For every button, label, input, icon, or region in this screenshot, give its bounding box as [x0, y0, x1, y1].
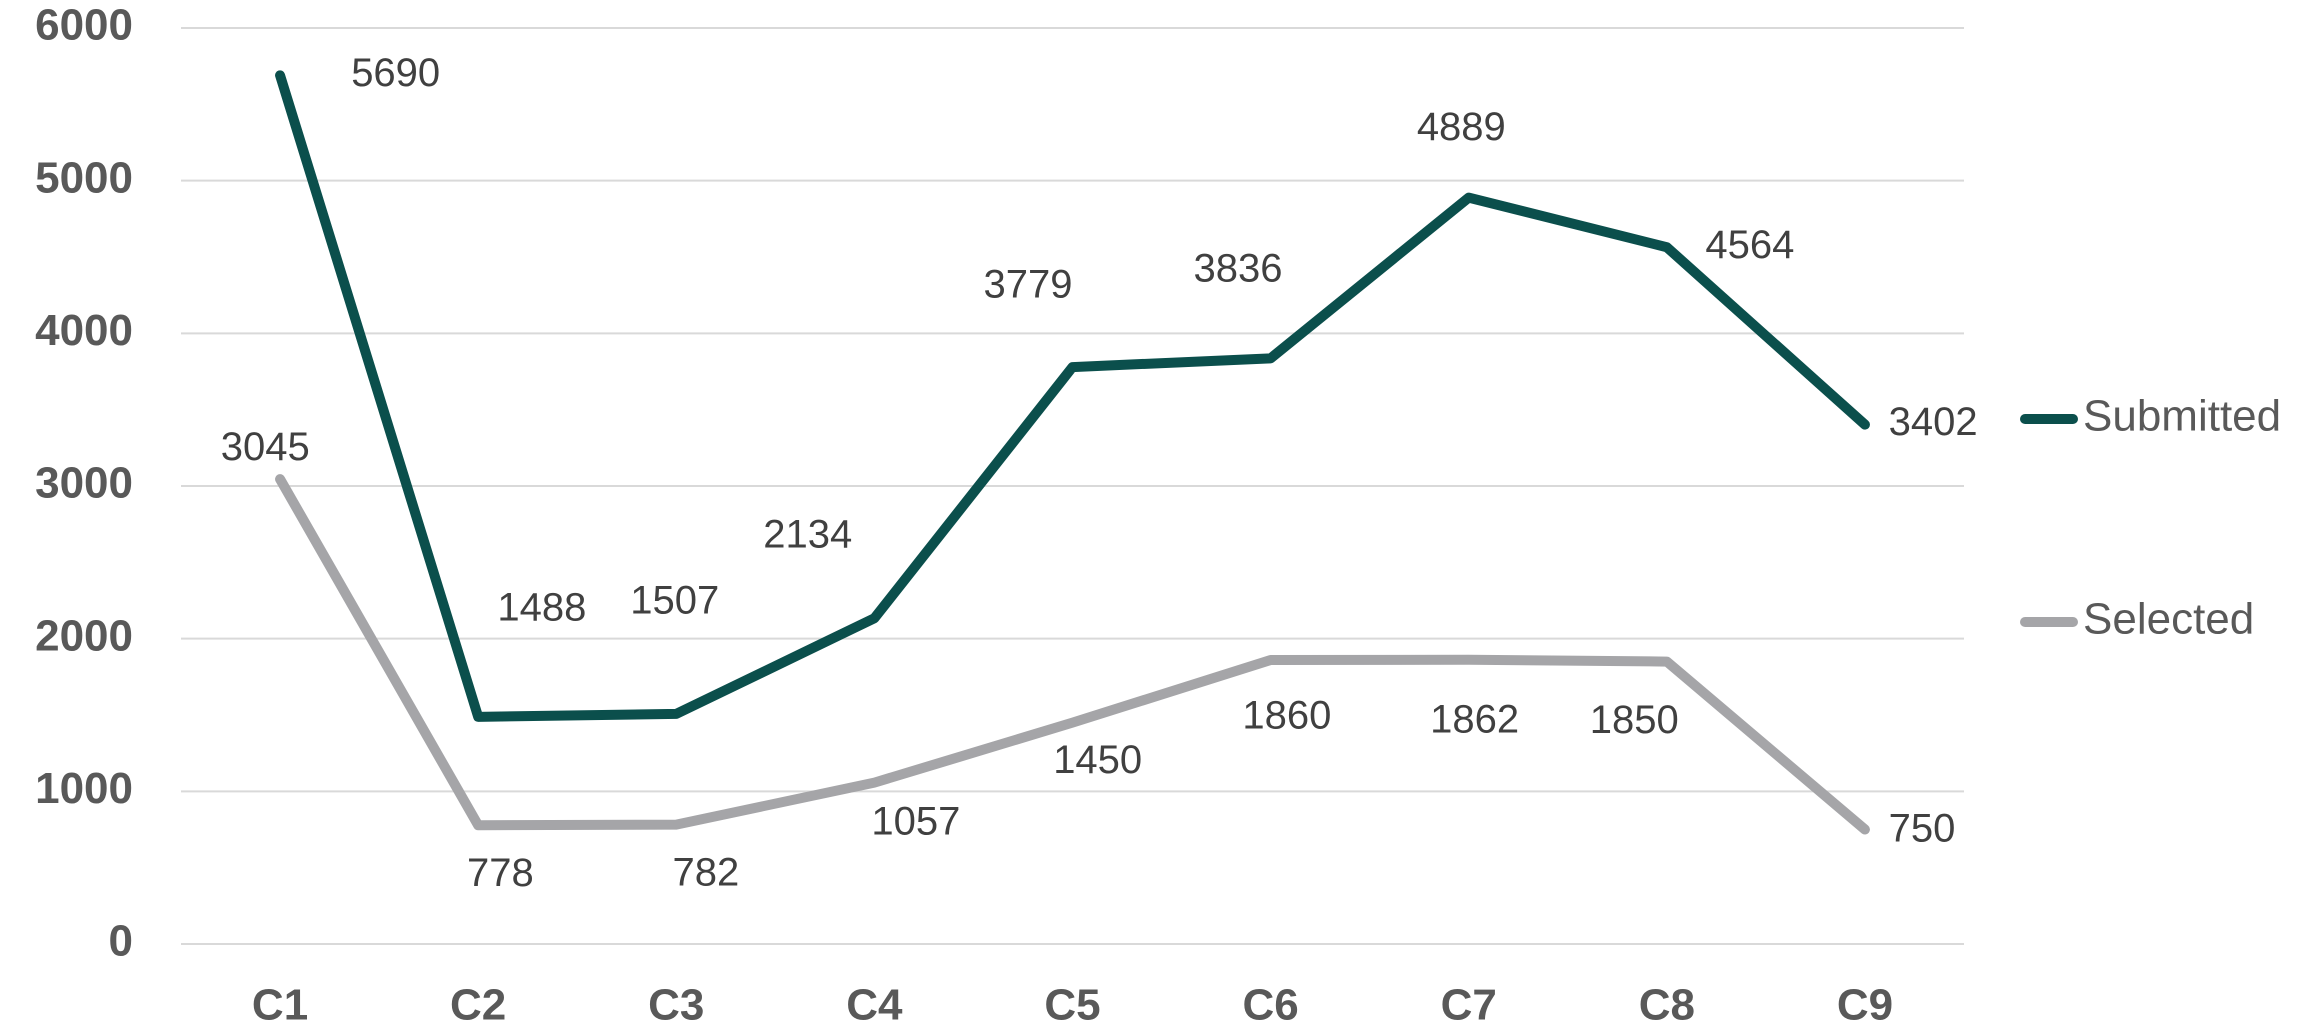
data-label: 1507 [630, 578, 719, 622]
y-tick-label: 5000 [35, 153, 133, 202]
y-tick-label: 3000 [35, 459, 133, 508]
y-tick-label: 4000 [35, 306, 133, 355]
data-label: 1862 [1430, 698, 1519, 742]
data-label: 3836 [1194, 246, 1283, 290]
data-label: 3045 [221, 425, 310, 469]
legend-label: Submitted [2083, 392, 2281, 441]
y-tick-label: 6000 [35, 1, 133, 50]
data-label: 1488 [497, 586, 586, 630]
data-label: 2134 [763, 512, 852, 556]
data-label: 1057 [871, 800, 960, 844]
x-tick-label: C5 [1044, 981, 1100, 1026]
x-tick-label: C8 [1639, 981, 1695, 1026]
data-label: 778 [467, 851, 534, 895]
x-tick-label: C7 [1441, 981, 1497, 1026]
data-label: 4564 [1705, 223, 1794, 267]
series-line [275, 70, 1870, 722]
x-tick-label: C2 [450, 981, 506, 1026]
y-tick-label: 1000 [35, 764, 133, 813]
data-label: 750 [1889, 807, 1956, 851]
data-label: 782 [673, 851, 740, 895]
data-label: 5690 [351, 51, 440, 95]
y-tick-label: 0 [109, 917, 133, 966]
x-tick-label: C1 [252, 981, 308, 1026]
data-label: 1860 [1242, 693, 1331, 737]
x-tick-label: C9 [1837, 981, 1893, 1026]
x-tick-label: C3 [648, 981, 704, 1026]
x-tick-label: C4 [846, 981, 903, 1026]
x-tick-label: C6 [1242, 981, 1298, 1026]
data-label: 1450 [1053, 738, 1142, 782]
y-tick-label: 2000 [35, 611, 133, 660]
legend-label: Selected [2083, 595, 2254, 644]
data-label: 3402 [1889, 400, 1978, 444]
data-label: 1850 [1590, 698, 1679, 742]
data-label: 3779 [984, 263, 1073, 307]
data-label: 4889 [1417, 105, 1506, 149]
series-line [275, 474, 1870, 835]
